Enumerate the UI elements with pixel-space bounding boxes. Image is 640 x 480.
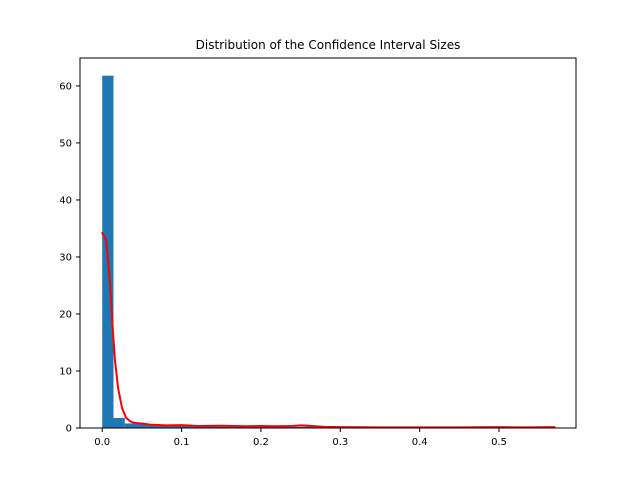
histogram-bar bbox=[248, 426, 260, 428]
x-tick-label: 0.3 bbox=[332, 437, 348, 448]
x-tick-label: 0.2 bbox=[253, 437, 269, 448]
x-tick-label: 0.4 bbox=[412, 437, 428, 448]
histogram-bar bbox=[181, 425, 193, 428]
histogram-bar bbox=[226, 426, 238, 428]
histogram-bar bbox=[282, 426, 294, 428]
density-curve-group bbox=[101, 232, 556, 429]
histogram-bar bbox=[305, 426, 317, 428]
histogram-bar bbox=[124, 423, 137, 428]
histogram-bar bbox=[158, 425, 170, 428]
x-tick-label: 0.5 bbox=[491, 437, 507, 448]
histogram-bar bbox=[192, 426, 204, 428]
y-axis-ticks: 0 10 20 30 40 50 60 bbox=[59, 81, 80, 435]
histogram-bar bbox=[237, 426, 249, 428]
y-tick-label: 60 bbox=[59, 81, 72, 92]
histogram-bar bbox=[203, 426, 215, 428]
plot-frame bbox=[79, 57, 577, 429]
y-tick-label: 10 bbox=[59, 366, 72, 377]
x-tick-label: 0.0 bbox=[94, 437, 110, 448]
histogram-bar bbox=[259, 426, 272, 428]
histogram-bar bbox=[169, 425, 182, 428]
y-tick-label: 40 bbox=[59, 195, 72, 206]
x-axis-ticks: 0.0 0.1 0.2 0.3 0.4 0.5 bbox=[94, 428, 507, 448]
density-curve-line bbox=[101, 232, 556, 429]
histogram-bar bbox=[214, 426, 227, 428]
histogram-bar bbox=[271, 426, 283, 428]
y-tick-label: 0 bbox=[66, 424, 72, 435]
histogram-bar bbox=[113, 418, 125, 428]
x-tick-label: 0.1 bbox=[174, 437, 190, 448]
histogram-bar bbox=[293, 426, 306, 428]
y-tick-label: 50 bbox=[59, 138, 72, 149]
y-tick-label: 20 bbox=[59, 309, 72, 320]
chart-title: Distribution of the Confidence Interval … bbox=[196, 38, 461, 52]
histogram-bar bbox=[147, 424, 159, 428]
histogram-bar bbox=[136, 423, 148, 428]
y-tick-label: 30 bbox=[59, 252, 72, 263]
